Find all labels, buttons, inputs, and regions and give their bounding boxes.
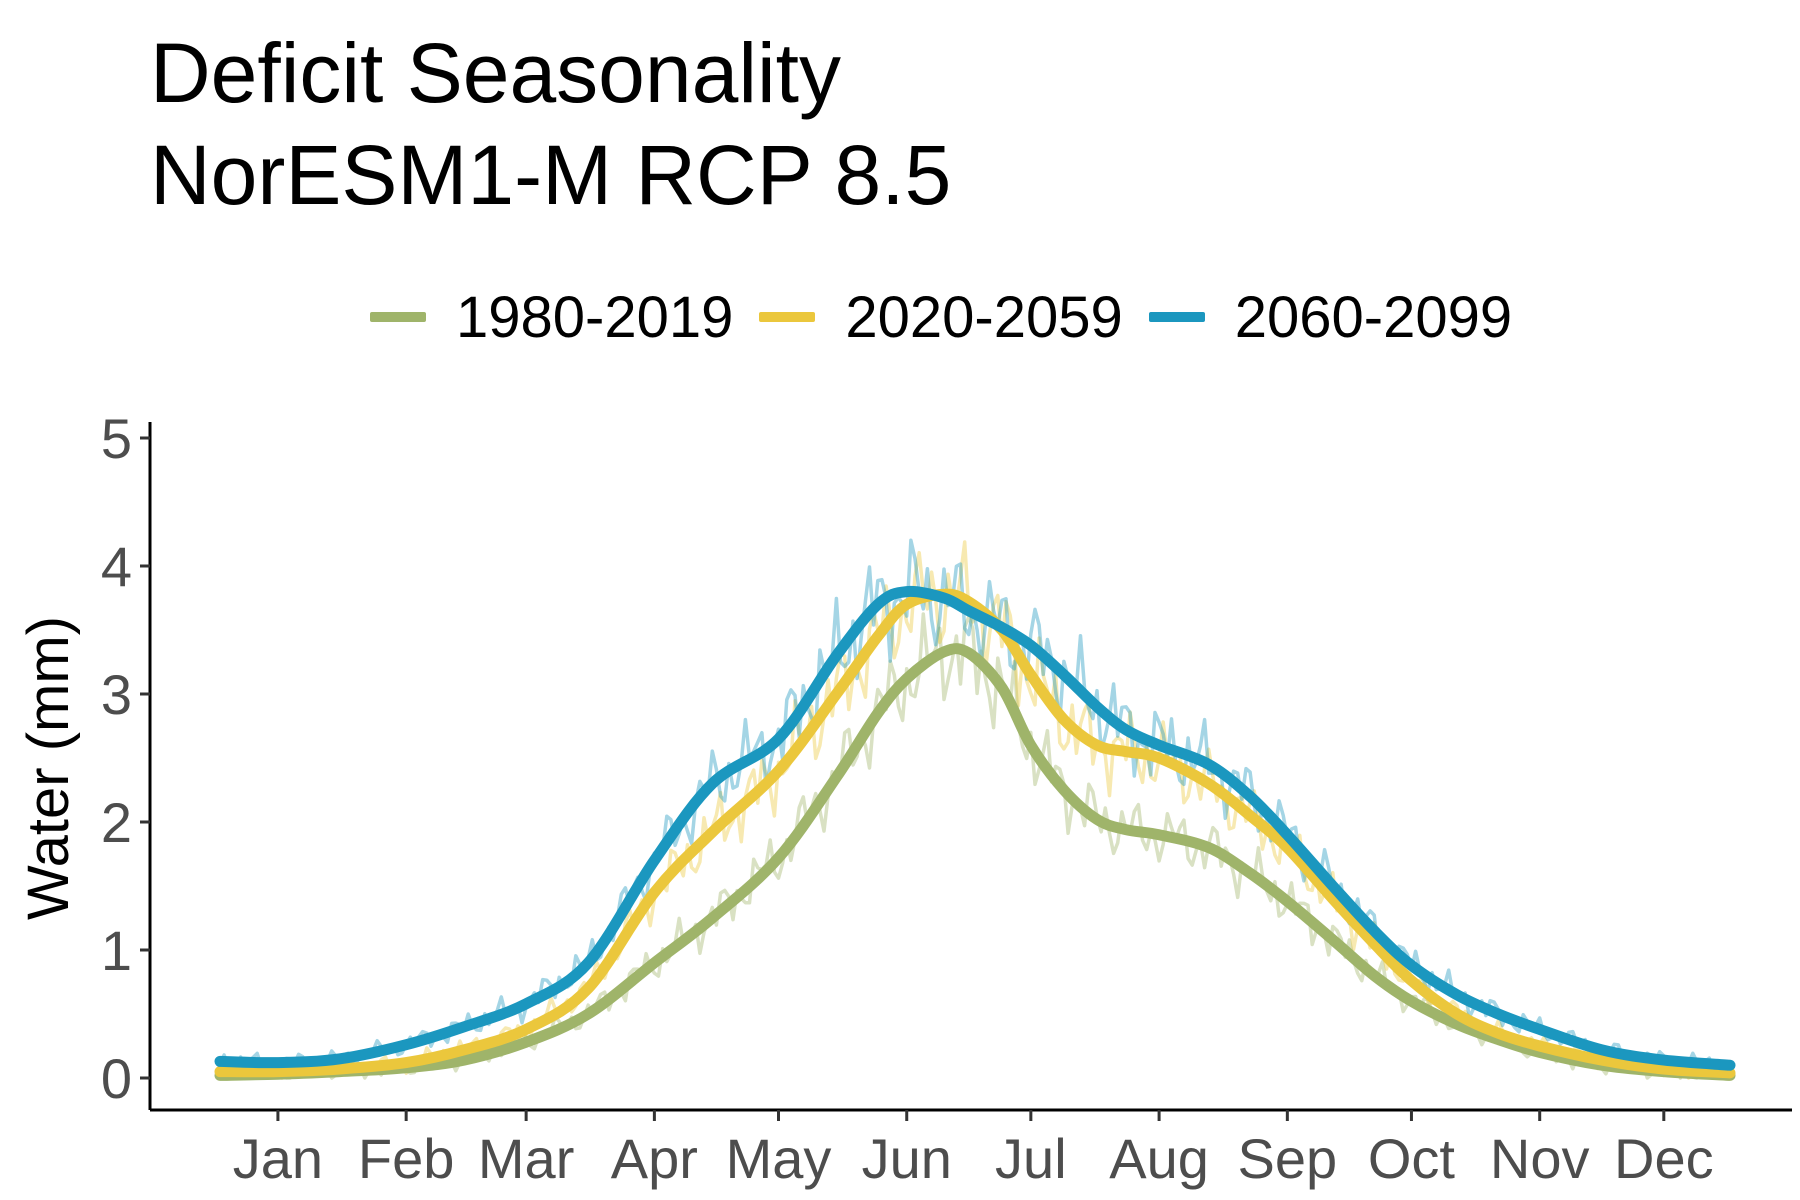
- legend-item-2020-2059: 2020-2059: [759, 284, 1123, 351]
- legend-item-2060-2099: 2060-2099: [1148, 284, 1513, 351]
- legend-label-1980-2019: 1980-2019: [456, 284, 734, 350]
- series-layer: [214, 538, 1736, 1081]
- y-tick-label: 3: [101, 663, 132, 726]
- x-tick-label: Nov: [1490, 1127, 1590, 1190]
- chart-title-line-1: Deficit Seasonality: [150, 26, 841, 120]
- x-tick-label: May: [726, 1127, 832, 1190]
- chart-title-line-2: NorESM1-M RCP 8.5: [150, 128, 952, 222]
- y-tick-label: 5: [101, 407, 132, 470]
- legend-key-2060-2099: [1148, 312, 1205, 322]
- x-tick-label: Aug: [1109, 1127, 1209, 1190]
- x-tick-label: Jun: [862, 1127, 952, 1190]
- x-tick-label: Dec: [1614, 1127, 1714, 1190]
- x-tick-label: Mar: [478, 1127, 574, 1190]
- legend-label-2060-2099: 2060-2099: [1234, 284, 1513, 350]
- y-tick-label: 2: [101, 791, 132, 854]
- y-tick-label: 1: [101, 919, 132, 982]
- legend-key-2020-2059: [759, 312, 816, 322]
- series-daily-line-1980-2019: [218, 612, 1730, 1080]
- x-tick-label: Jul: [995, 1127, 1067, 1190]
- series-line-2060-2099: [214, 585, 1736, 1071]
- x-tick-label: Feb: [358, 1127, 455, 1190]
- smoothed-lines: [214, 585, 1736, 1081]
- x-tick-label: Apr: [611, 1127, 698, 1190]
- x-axis: Jan Feb Mar Apr May Jun Jul Aug Sep Oct Nov Dec: [150, 1108, 1792, 1190]
- series-daily-line-2060-2099: [218, 538, 1732, 1075]
- y-tick-label: 0: [101, 1047, 132, 1110]
- series-line-2020-2059: [214, 588, 1736, 1079]
- legend-key-1980-2019: [370, 312, 426, 322]
- legend-item-1980-2019: 1980-2019: [370, 284, 733, 351]
- y-axis: 0 1 2 3 4 5: [101, 407, 152, 1110]
- legend: 1980-2019 2020-2059 2060-2099: [370, 282, 1538, 352]
- x-tick-label: Sep: [1238, 1127, 1338, 1190]
- y-axis-title: Water (mm): [16, 616, 81, 920]
- legend-label-2020-2059: 2020-2059: [845, 284, 1123, 350]
- y-tick-label: 4: [101, 535, 132, 598]
- chart-title: Deficit Seasonality NorESM1-M RCP 8.5: [150, 22, 951, 226]
- daily-lines: [218, 538, 1732, 1080]
- x-tick-label: Jan: [233, 1127, 323, 1190]
- x-tick-label: Oct: [1368, 1127, 1456, 1190]
- series-line-1980-2019: [214, 643, 1736, 1081]
